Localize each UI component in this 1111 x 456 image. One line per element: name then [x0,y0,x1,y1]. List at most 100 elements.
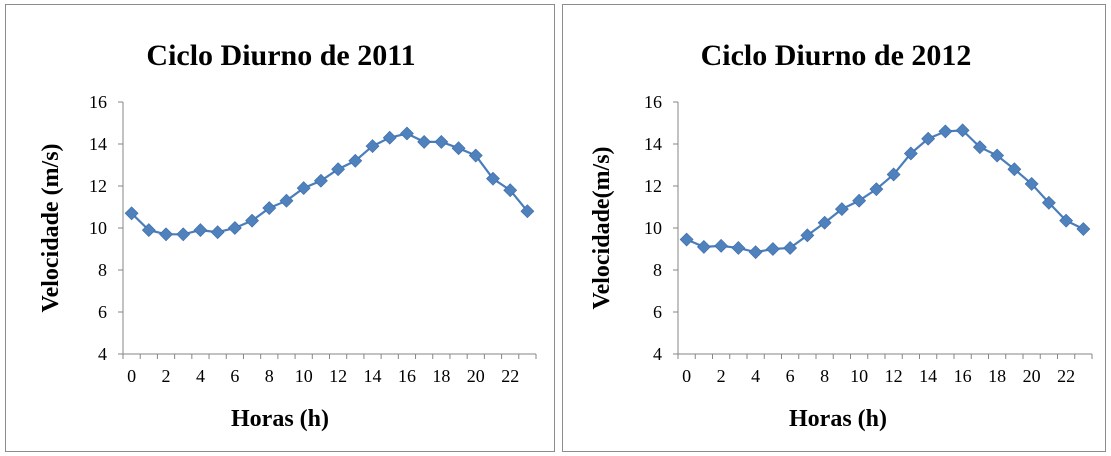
data-point-marker [279,193,294,208]
data-point-marker [176,227,191,242]
data-point-marker [886,167,901,182]
y-tick-label: 4 [98,344,107,364]
x-tick-label: 6 [230,366,239,386]
data-point-marker [800,228,815,243]
x-tick-label: 20 [467,366,485,386]
data-point-marker [400,126,414,141]
data-point-marker [486,171,500,186]
y-tick-label: 10 [89,218,107,238]
x-axis-title: Horas (h) [789,406,887,432]
y-axis-title: Velocidade(m/s) [589,146,615,309]
data-point-marker [765,242,780,256]
data-point-marker [990,148,1005,163]
x-tick-label: 0 [682,366,691,386]
data-point-marker [227,221,242,235]
x-tick-label: 4 [196,366,205,386]
y-tick-label: 16 [89,92,107,112]
y-tick-label: 12 [644,176,662,196]
x-tick-label: 2 [717,366,726,386]
x-tick-label: 14 [919,366,937,386]
y-tick-label: 4 [653,344,662,364]
data-point-marker [159,227,173,242]
data-point-marker [313,173,328,188]
data-point-marker [468,148,483,163]
y-tick-label: 12 [89,176,107,196]
series-line [686,129,1084,254]
data-point-marker [434,134,449,149]
data-point-marker [520,204,535,219]
data-point-marker [1076,222,1091,236]
chart-panel-2012: Ciclo Diurno de 2012 Horas (h) Velocidad… [562,4,1106,452]
y-tick-label: 16 [644,92,662,112]
data-point-marker [1041,195,1056,210]
y-tick-label: 10 [644,218,662,238]
data-point-marker [1024,176,1039,191]
data-point-marker [1059,213,1074,228]
data-point-marker [783,241,798,255]
data-point-marker [679,232,694,247]
x-tick-label: 16 [398,366,416,386]
data-point-marker [748,245,763,260]
chart-title: Ciclo Diurno de 2011 [146,39,415,72]
data-point-marker [382,130,397,145]
y-axis-title: Velocidade (m/s) [38,143,64,312]
data-point-marker [938,124,953,139]
data-point-marker [921,131,936,146]
plot-area: 4 6 8 10 12 14 16 0 2 4 6 8 10 12 14 16 18 20 22 [89,92,537,386]
data-point-marker [141,223,156,238]
x-tick-label: 14 [364,366,382,386]
data-point-marker [1007,162,1022,177]
data-point-marker [193,223,208,238]
data-point-marker [503,183,518,198]
x-tick-label: 20 [1023,366,1041,386]
y-tick-label: 8 [98,260,107,280]
x-tick-label: 10 [850,366,868,386]
data-point-marker [817,215,832,230]
data-point-marker [417,134,432,149]
data-point-marker [731,241,746,255]
x-tick-label: 12 [885,366,903,386]
x-tick-label: 8 [265,366,274,386]
y-tick-label: 8 [653,260,662,280]
x-tick-label: 22 [501,366,519,386]
data-point-marker [696,239,711,254]
chart-2011: Ciclo Diurno de 2011 Horas (h) Velocidad… [38,39,537,432]
data-point-marker [245,213,259,228]
data-point-marker [451,141,466,156]
data-point-marker [972,140,987,155]
y-tick-label: 6 [98,302,107,322]
chart-panel-2011: Ciclo Diurno de 2011 Horas (h) Velocidad… [5,4,555,452]
x-tick-label: 12 [329,366,347,386]
data-point-marker [955,123,970,138]
x-tick-label: 6 [786,366,795,386]
data-point-marker [365,139,380,154]
y-tick-label: 6 [653,302,662,322]
data-point-marker [210,225,225,240]
data-point-marker [262,201,277,215]
data-point-marker [903,146,918,161]
x-tick-label: 18 [988,366,1006,386]
x-tick-label: 18 [432,366,450,386]
x-tick-label: 22 [1057,366,1075,386]
x-tick-label: 0 [127,366,136,386]
data-point-marker [124,206,139,221]
data-point-marker [331,162,346,177]
data-point-marker [348,153,363,168]
x-tick-label: 16 [954,366,972,386]
chart-2012: Ciclo Diurno de 2012 Horas (h) Velocidad… [589,39,1093,432]
series-line [130,132,529,236]
data-point-marker [852,193,867,208]
y-tick-label: 14 [89,134,107,154]
x-tick-label: 4 [751,366,760,386]
x-tick-label: 2 [162,366,171,386]
data-point-marker [714,238,729,253]
x-tick-label: 8 [820,366,829,386]
x-tick-label: 10 [295,366,313,386]
plot-area: 4 6 8 10 12 14 16 0 2 4 6 8 10 12 14 16 18 20 22 [644,92,1093,386]
data-point-marker [869,182,884,197]
data-point-marker [296,181,311,196]
x-axis-title: Horas (h) [231,406,329,432]
y-tick-label: 14 [644,134,662,154]
chart-title: Ciclo Diurno de 2012 [701,39,972,72]
data-point-marker [834,202,849,217]
